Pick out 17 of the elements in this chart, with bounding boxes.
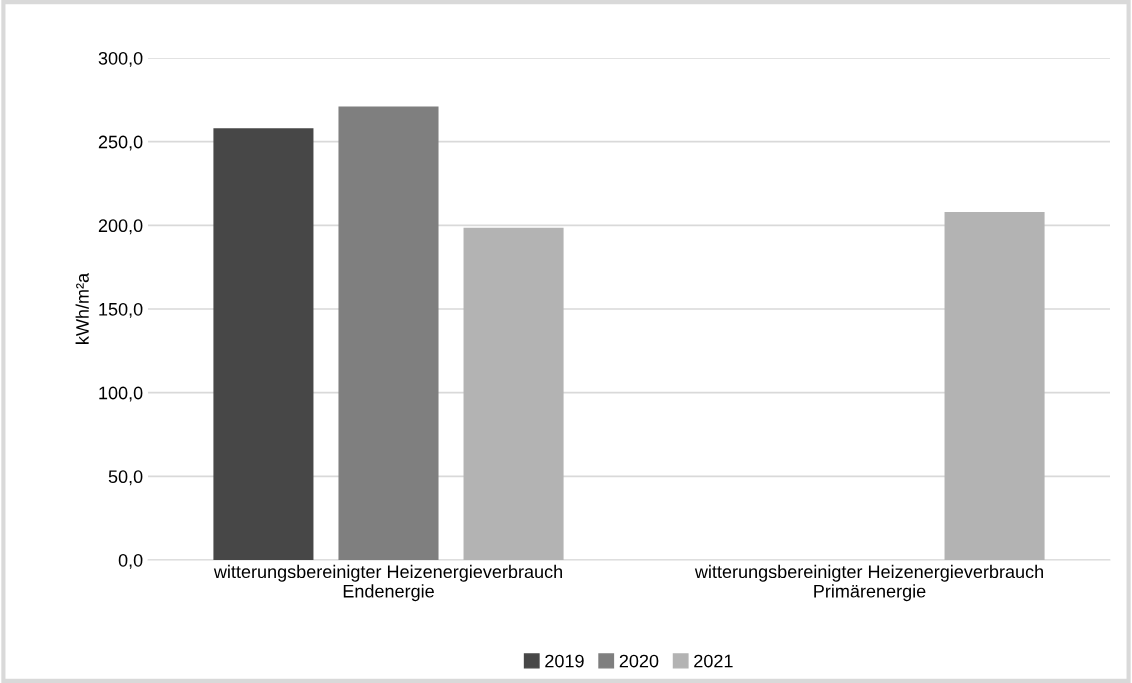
bar [338, 106, 439, 560]
legend-label: 2021 [694, 654, 733, 668]
y-tick-label: 200,0 [98, 219, 143, 235]
y-axis-title: kWh/m²a [75, 272, 89, 344]
bar [944, 211, 1045, 560]
y-tick-label: 300,0 [98, 51, 143, 67]
y-tick-label: 100,0 [99, 386, 143, 402]
x-tick-label: witterungsbereinigter Heizenergieverbrauch Primärenergie [694, 564, 1043, 602]
y-tick-label: 150,0 [99, 302, 143, 318]
legend-label: 2020 [619, 654, 659, 668]
y-tick-label: 250,0 [98, 135, 143, 151]
bar [213, 128, 314, 560]
legend-label: 2019 [545, 654, 584, 668]
y-tick-label: 50,0 [108, 470, 143, 486]
y-tick-label: 0,0 [118, 553, 143, 569]
bar [463, 227, 564, 560]
x-tick-label: witterungsbereinigter Heizenergieverbrauch Endenergie [213, 564, 562, 602]
